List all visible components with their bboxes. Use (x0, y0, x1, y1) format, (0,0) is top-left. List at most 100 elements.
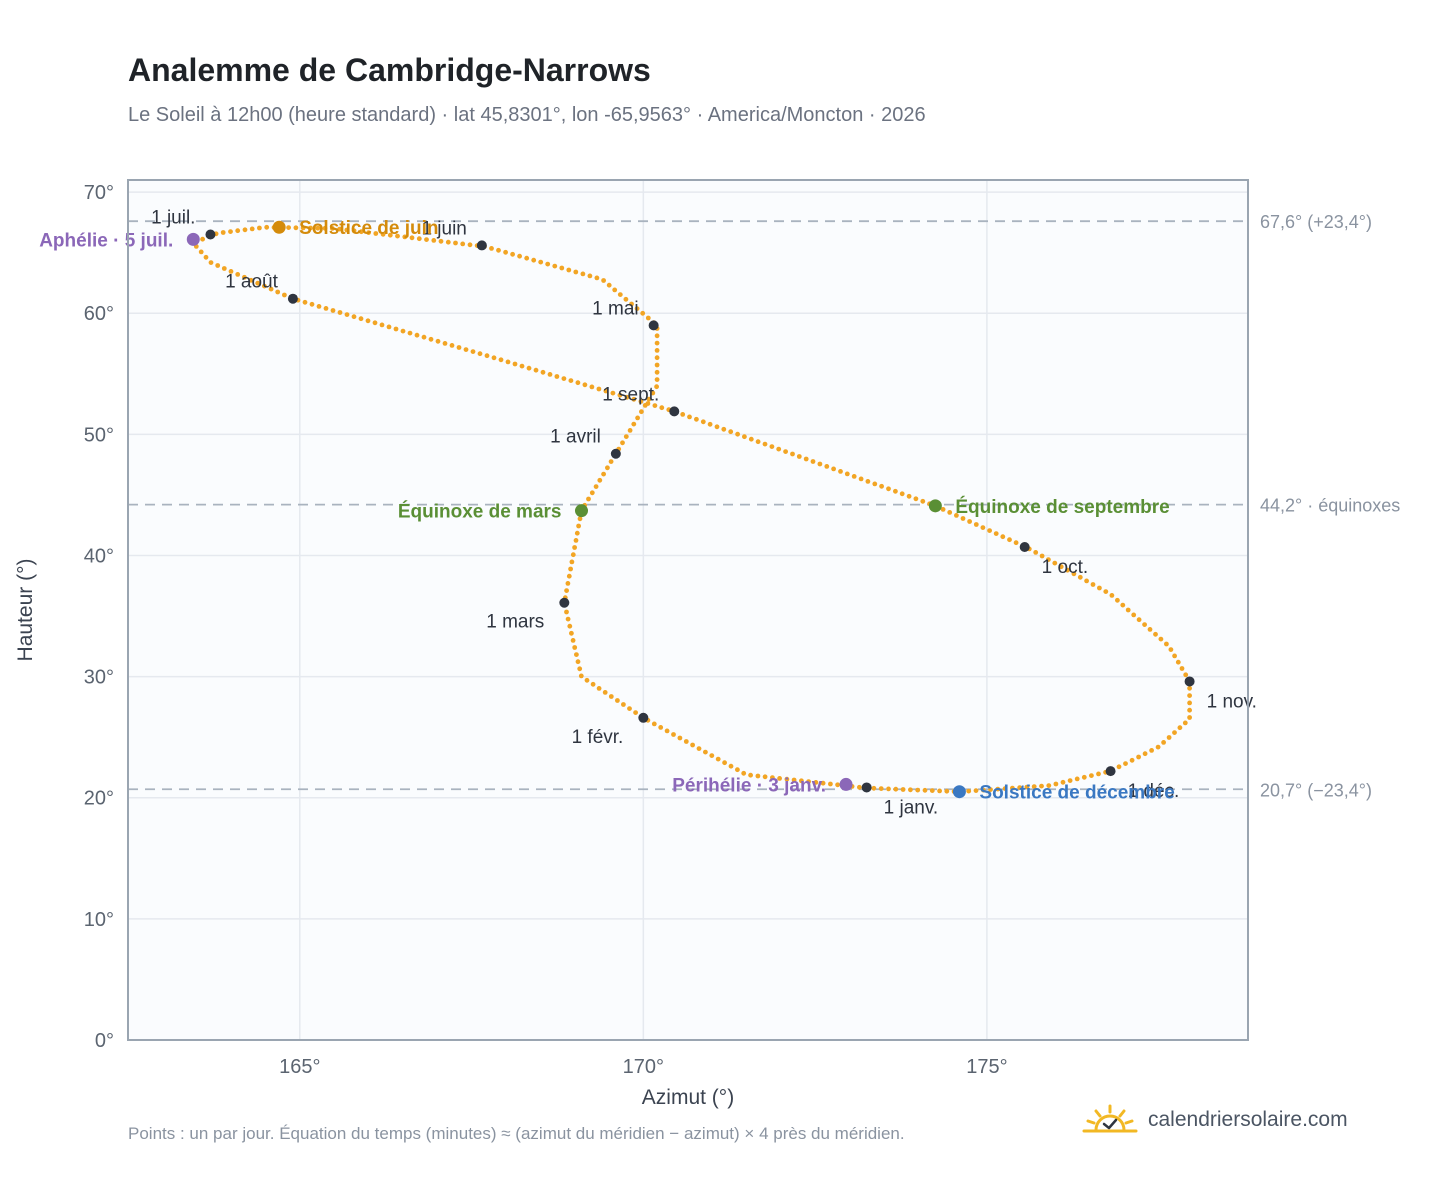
daily-sun-point (456, 345, 462, 350)
daily-sun-point (366, 230, 371, 236)
daily-sun-point (646, 396, 652, 402)
daily-sun-point (255, 280, 261, 286)
daily-sun-point (634, 306, 640, 311)
daily-sun-point (309, 301, 315, 307)
daily-sun-point (1142, 622, 1147, 627)
daily-sun-point (445, 239, 451, 245)
daily-sun-point (1136, 754, 1141, 760)
event-label: Solstice de décembre (979, 783, 1174, 804)
daily-sun-point (1017, 785, 1023, 790)
daily-sun-point (886, 786, 891, 792)
daily-sun-point (596, 386, 602, 392)
daily-sun-point (470, 349, 476, 354)
daily-sun-point (857, 784, 862, 790)
daily-sun-point (257, 225, 262, 231)
daily-sun-point (431, 238, 437, 243)
daily-sun-point (322, 225, 328, 231)
y-axis-label: Hauteur (°) (14, 559, 37, 662)
daily-sun-point (1142, 751, 1148, 757)
daily-sun-point (703, 749, 708, 755)
daily-sun-point (920, 498, 926, 504)
daily-sun-point (602, 690, 608, 695)
daily-sun-point (993, 531, 999, 536)
daily-sun-point (587, 273, 593, 279)
sun-check-icon (1082, 1104, 1138, 1133)
daily-sun-point (574, 530, 580, 536)
daily-sun-point (995, 786, 1001, 792)
daily-sun-point (871, 785, 877, 791)
daily-sun-point (565, 581, 571, 586)
daily-sun-point (1182, 720, 1188, 726)
daily-sun-point (435, 338, 441, 344)
daily-sun-point (308, 225, 313, 231)
daily-sun-point (1077, 574, 1083, 580)
month-marker (669, 406, 680, 417)
daily-sun-point (813, 780, 819, 785)
daily-sun-point (851, 474, 857, 479)
daily-sun-point (617, 392, 623, 398)
daily-sun-point (742, 434, 747, 440)
daily-sun-point (1166, 735, 1172, 740)
daily-sun-point (566, 267, 572, 273)
daily-sun-point (337, 226, 342, 232)
daily-sun-point (620, 440, 625, 446)
daily-sun-point (651, 721, 657, 727)
y-tick-label: 70° (84, 182, 114, 204)
daily-sun-point (365, 318, 371, 324)
daily-sun-point (714, 424, 720, 430)
daily-sun-point (442, 341, 448, 346)
daily-sun-point (1096, 771, 1101, 777)
daily-sun-point (1084, 578, 1089, 584)
daily-sun-point (395, 233, 400, 239)
daily-sun-point (791, 777, 797, 783)
daily-sun-point (329, 226, 335, 231)
daily-sun-point (980, 787, 986, 793)
daily-sun-point (575, 380, 581, 386)
month-marker (610, 448, 621, 459)
daily-sun-point (428, 336, 434, 342)
daily-sun-point (615, 698, 620, 703)
daily-sun-point (1183, 672, 1189, 678)
daily-sun-point (198, 249, 204, 255)
daily-sun-point (538, 259, 544, 265)
daily-sun-point (1153, 631, 1158, 637)
month-marker (205, 229, 216, 240)
daily-sun-point (453, 240, 458, 246)
daily-sun-point (1164, 641, 1169, 647)
daily-sun-point (844, 471, 850, 477)
daily-sun-point (900, 787, 906, 792)
daily-sun-point (228, 229, 233, 235)
daily-sun-point (770, 775, 775, 780)
y-tick-label: 30° (84, 667, 114, 689)
daily-sun-point (596, 686, 602, 691)
daily-sun-point (569, 559, 575, 565)
daily-sun-point (1024, 784, 1030, 790)
daily-sun-point (582, 382, 588, 388)
brand[interactable]: calendriersolaire.com (1082, 1102, 1348, 1138)
daily-sun-point (577, 516, 583, 522)
month-marker (1019, 542, 1030, 553)
daily-sun-point (577, 666, 583, 672)
month-marker (648, 320, 659, 331)
daily-sun-point (735, 431, 740, 437)
daily-sun-point (633, 710, 638, 715)
daily-sun-point (203, 254, 209, 260)
daily-sun-point (1187, 700, 1192, 706)
daily-sun-point (654, 369, 660, 375)
daily-sun-point (337, 310, 343, 315)
daily-sun-point (899, 491, 905, 497)
y-tick-label: 0° (95, 1030, 114, 1052)
daily-sun-point (603, 388, 609, 394)
daily-sun-point (414, 332, 420, 338)
daily-sun-point (282, 292, 287, 298)
daily-sun-point (1052, 560, 1058, 566)
daily-sun-point (460, 241, 466, 247)
daily-sun-point (879, 483, 884, 489)
daily-sun-point (449, 343, 455, 348)
daily-sun-point (828, 781, 833, 787)
daily-sun-point (1187, 707, 1192, 713)
daily-sun-point (654, 340, 660, 346)
daily-sun-point (590, 681, 596, 687)
daily-sun-point (817, 461, 823, 467)
daily-sun-point (1187, 715, 1192, 720)
